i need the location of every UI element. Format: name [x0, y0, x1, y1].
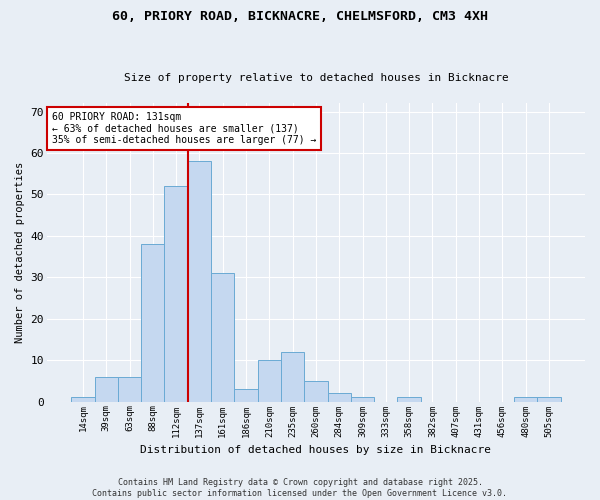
Text: 60, PRIORY ROAD, BICKNACRE, CHELMSFORD, CM3 4XH: 60, PRIORY ROAD, BICKNACRE, CHELMSFORD, …: [112, 10, 488, 23]
Bar: [141, 244, 164, 402]
Bar: [118, 377, 141, 402]
Bar: [211, 273, 235, 402]
Bar: [188, 161, 211, 402]
X-axis label: Distribution of detached houses by size in Bicknacre: Distribution of detached houses by size …: [140, 445, 491, 455]
Text: Contains HM Land Registry data © Crown copyright and database right 2025.
Contai: Contains HM Land Registry data © Crown c…: [92, 478, 508, 498]
Bar: [257, 360, 281, 402]
Bar: [514, 398, 537, 402]
Title: Size of property relative to detached houses in Bicknacre: Size of property relative to detached ho…: [124, 73, 508, 83]
Text: 60 PRIORY ROAD: 131sqm
← 63% of detached houses are smaller (137)
35% of semi-de: 60 PRIORY ROAD: 131sqm ← 63% of detached…: [52, 112, 317, 146]
Bar: [164, 186, 188, 402]
Bar: [95, 377, 118, 402]
Bar: [71, 398, 95, 402]
Bar: [304, 381, 328, 402]
Bar: [397, 398, 421, 402]
Bar: [281, 352, 304, 402]
Bar: [537, 398, 560, 402]
Bar: [351, 398, 374, 402]
Y-axis label: Number of detached properties: Number of detached properties: [15, 162, 25, 343]
Bar: [328, 394, 351, 402]
Bar: [235, 389, 257, 402]
